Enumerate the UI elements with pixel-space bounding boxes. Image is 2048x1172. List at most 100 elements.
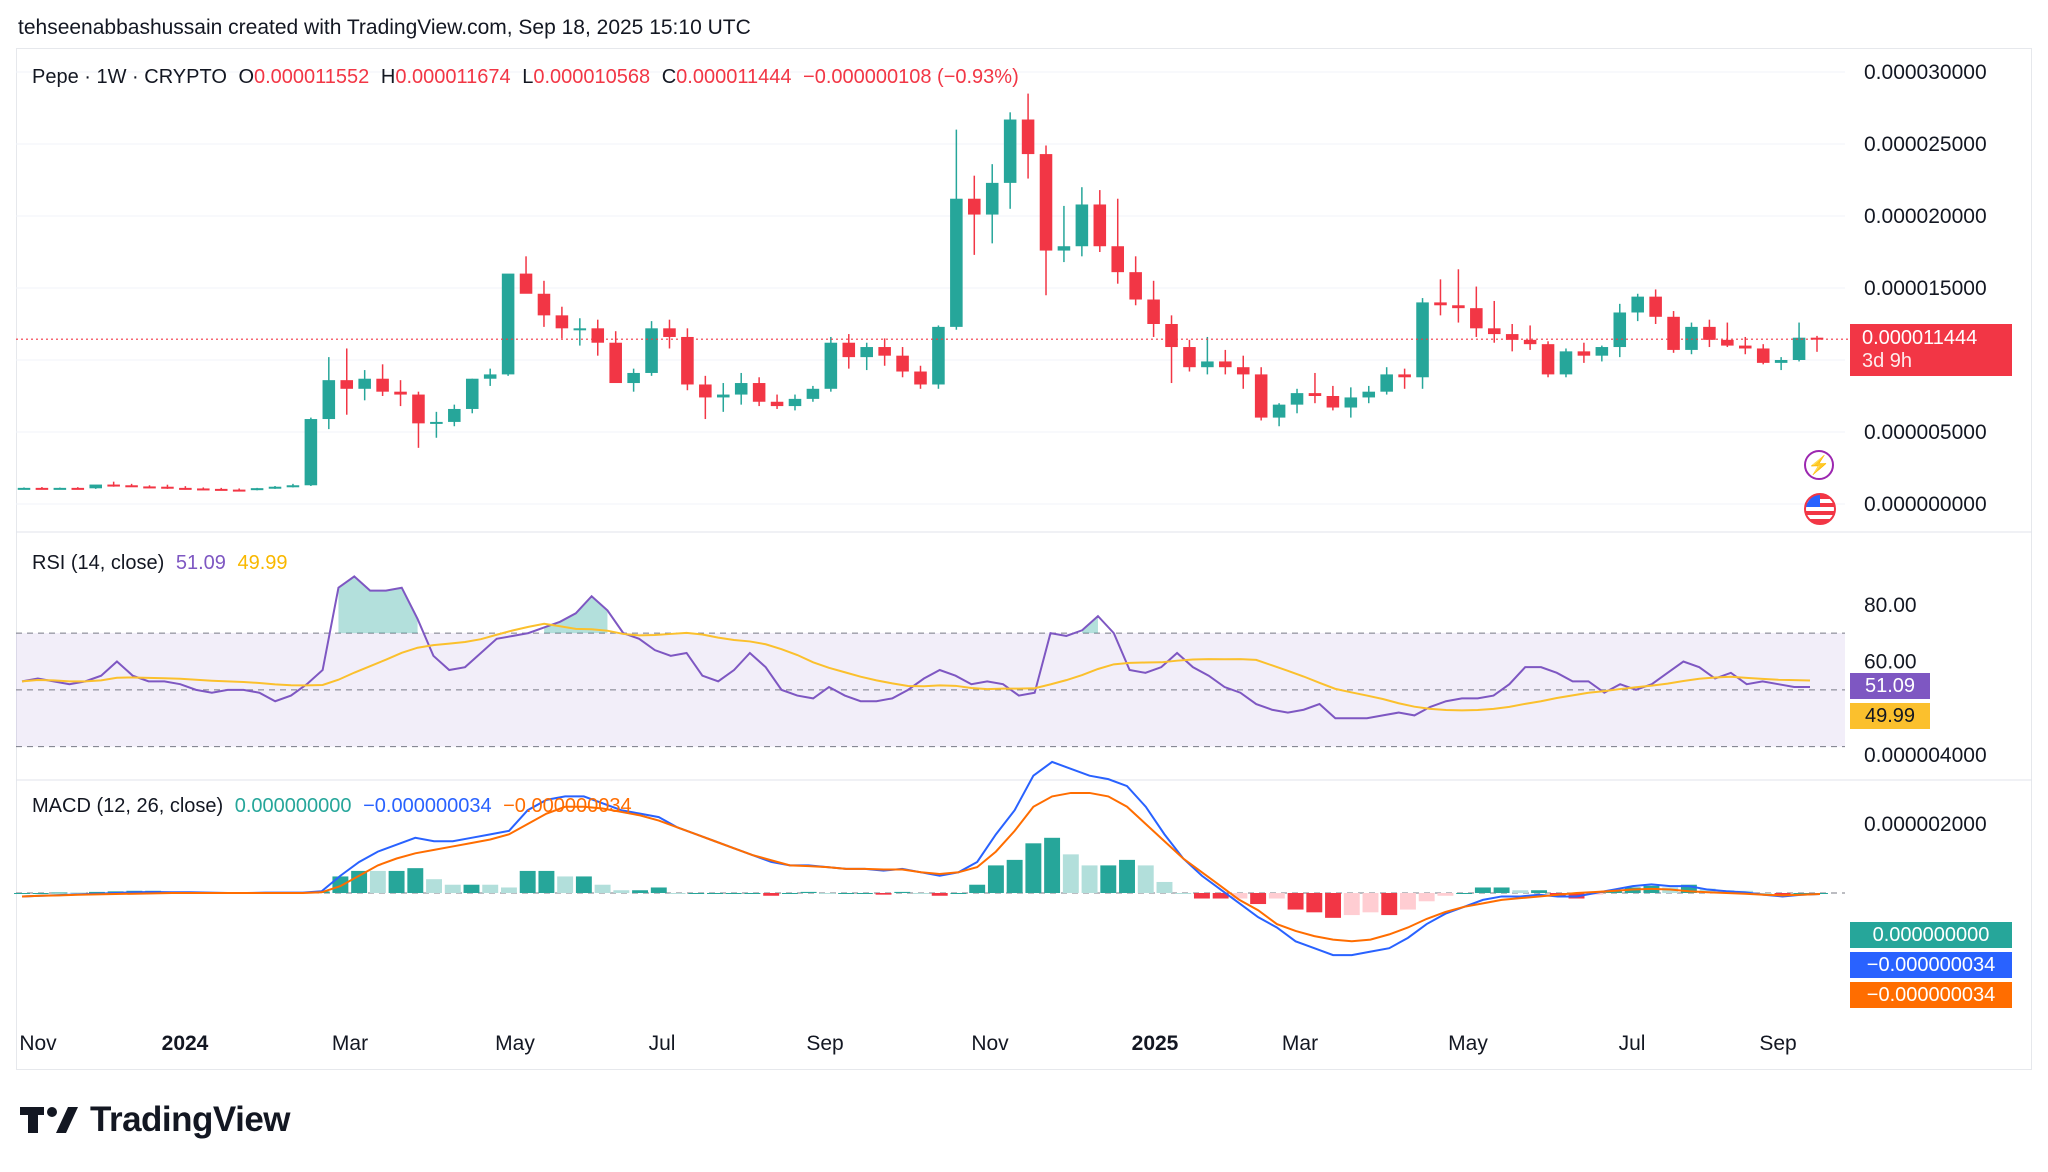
macd-series — [14, 760, 1828, 957]
candle-body — [699, 384, 712, 398]
macd-histogram-bar — [500, 887, 517, 893]
signal-badge: −0.000000034 — [1850, 982, 2012, 1008]
rsi-bands — [16, 632, 1845, 748]
macd-histogram-bar — [1531, 890, 1548, 893]
time-tick-label: Mar — [332, 1032, 368, 1055]
symbol-label[interactable]: Pepe · 1W · CRYPTO — [32, 66, 227, 88]
macd-histogram-bar — [1512, 890, 1529, 893]
candle-body — [143, 486, 156, 489]
rsi-line — [21, 575, 1810, 720]
candle-body — [197, 488, 210, 491]
macd-histogram-bar — [1006, 859, 1023, 893]
macd-histogram-bar — [725, 893, 742, 894]
high-value: 0.000011674 — [395, 66, 511, 88]
candle-body — [591, 328, 605, 343]
candle-body — [1595, 347, 1609, 356]
candle-body — [1129, 272, 1142, 300]
rsi-ma-badge: 49.99 — [1850, 703, 1930, 729]
rsi-overbought-fill — [544, 596, 608, 634]
candle-body — [71, 487, 85, 490]
candle-body — [35, 487, 49, 490]
candle-body — [340, 380, 354, 389]
credit-line: tehseenabbashussain created with Trading… — [18, 16, 751, 39]
candle-body — [1577, 351, 1591, 356]
candle-body — [89, 484, 102, 489]
time-tick-label: 2024 — [162, 1032, 209, 1055]
macd-tick-label: 0.000002000 — [1864, 813, 1987, 836]
macd-histogram-bar — [1119, 859, 1135, 893]
candle-body — [1649, 296, 1662, 317]
macd-label[interactable]: MACD (12, 26, close) — [32, 795, 224, 817]
us-flag-icon[interactable] — [1804, 493, 1836, 525]
lightning-icon[interactable]: ⚡ — [1804, 450, 1834, 480]
candle-body — [1201, 361, 1214, 368]
macd-histogram-bar — [538, 870, 555, 893]
candle-body — [1613, 312, 1627, 348]
candle-body — [752, 383, 766, 402]
candle-body — [125, 485, 138, 488]
macd-histogram-bar — [1362, 893, 1379, 913]
candle-body — [1505, 334, 1519, 340]
time-tick-label: Jul — [649, 1032, 676, 1055]
candle-body — [394, 391, 407, 395]
time-tick-label: Nov — [971, 1032, 1009, 1055]
macd-histogram-bar — [1193, 893, 1210, 899]
rsi-ma-line — [21, 622, 1811, 712]
macd-histogram-bar — [88, 891, 105, 893]
candle-body — [1416, 302, 1429, 378]
price-tick-label: 0.000005000 — [1864, 421, 1987, 444]
macd-histogram-bar — [688, 893, 705, 894]
candle-body — [1523, 339, 1537, 345]
candle-body — [1021, 119, 1035, 155]
candle-body — [1183, 347, 1196, 368]
low-value: 0.000010568 — [533, 66, 651, 88]
candle-body — [824, 342, 838, 389]
candle-body — [179, 487, 192, 490]
candle-body — [1057, 246, 1071, 251]
rsi-series — [21, 575, 1811, 720]
candle-body — [1290, 393, 1304, 405]
candle-body — [1272, 404, 1286, 418]
candle-body — [519, 273, 533, 294]
macd-histogram-bar — [1456, 893, 1473, 894]
time-tick-label: Sep — [806, 1032, 843, 1055]
macd-legend: MACD (12, 26, close) 0.000000000 −0.0000… — [32, 795, 638, 818]
tradingview-logo[interactable]: TradingView — [20, 1100, 291, 1140]
macd-histogram-bar — [781, 893, 798, 894]
macd-histogram-bar — [1306, 893, 1323, 913]
candle-body — [1362, 391, 1376, 398]
time-tick-label: Mar — [1282, 1032, 1318, 1055]
candle-body — [842, 342, 856, 358]
candle-body — [1093, 204, 1107, 247]
candle-body — [1308, 393, 1322, 396]
candle-body — [322, 380, 336, 420]
candle-body — [1380, 374, 1393, 392]
price-tick-label: 0.000030000 — [1864, 61, 1987, 84]
macd-histogram-bar — [1381, 893, 1398, 916]
price-badge-value: 0.000011444 — [1862, 327, 1978, 349]
macd-histogram-bar — [1137, 865, 1154, 893]
open-label: O — [238, 66, 254, 88]
candle-body — [161, 486, 174, 489]
rsi-label[interactable]: RSI (14, close) — [32, 552, 165, 574]
macd-histogram-bar — [1100, 865, 1117, 893]
macd-histogram-bar — [1175, 893, 1192, 894]
grid-lines — [16, 71, 2032, 894]
macd-histogram-bar — [332, 876, 349, 893]
logo-text: TradingView — [90, 1100, 291, 1139]
candle-body — [1165, 324, 1178, 348]
candle-body — [465, 378, 479, 409]
macd-histogram-bar — [1287, 893, 1304, 910]
change-value: −0.000000108 (−0.93%) — [803, 66, 1019, 88]
chart-frame — [16, 48, 2032, 1070]
high-label: H — [380, 66, 396, 88]
rsi-ma-value: 49.99 — [237, 552, 288, 574]
candle-body — [1003, 119, 1017, 183]
candle-body — [681, 336, 694, 385]
macd-histogram-bar — [557, 876, 574, 893]
candle-body — [1111, 246, 1125, 273]
macd-histogram-bar — [744, 893, 761, 894]
candle-body — [1631, 296, 1644, 313]
candle-body — [1452, 305, 1465, 309]
